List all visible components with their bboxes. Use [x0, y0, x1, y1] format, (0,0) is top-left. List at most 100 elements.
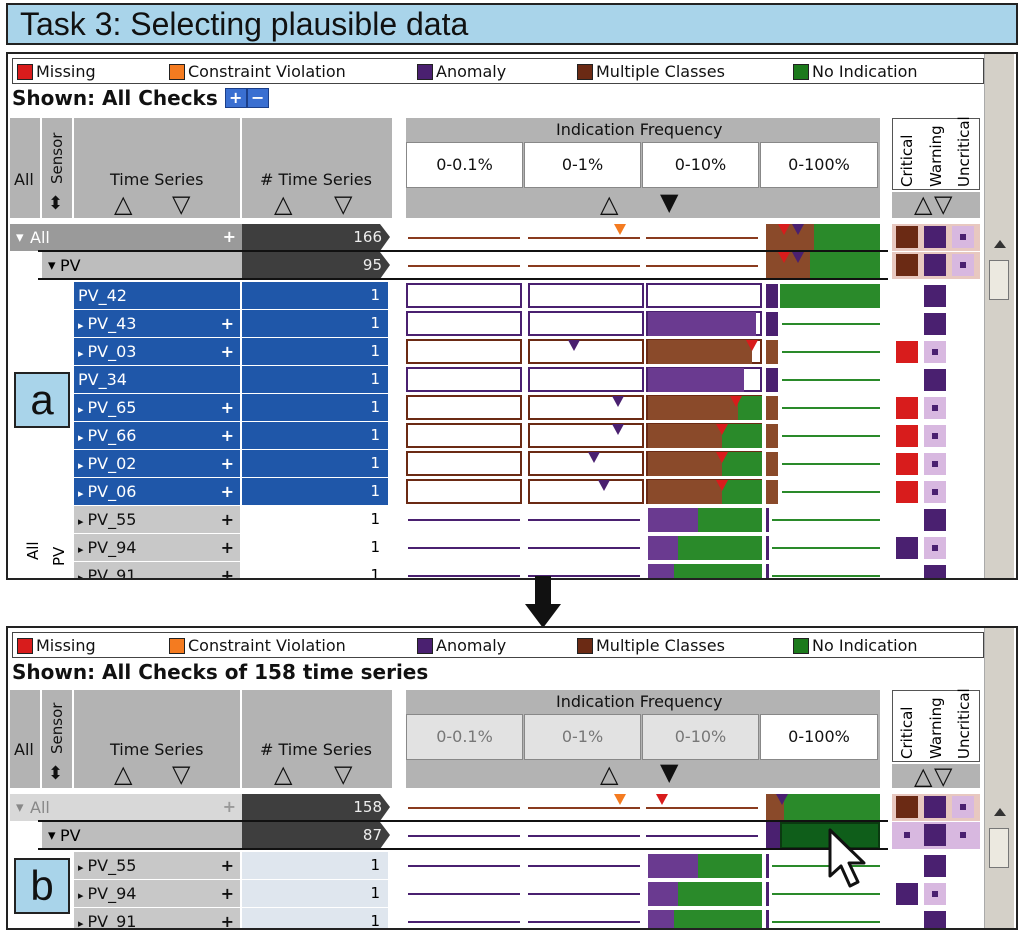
collapse-icon[interactable]: ▾ — [16, 798, 24, 816]
freq-sort-asc-icon[interactable]: △ — [600, 760, 619, 788]
header-all[interactable]: All — [10, 690, 40, 788]
plus-icon[interactable]: + — [220, 566, 234, 580]
header-time-series[interactable]: Time Series △ ▽ — [74, 118, 240, 218]
scroll-up-icon[interactable] — [994, 240, 1006, 248]
table-row[interactable]: ▸ PV_02 +1 — [8, 450, 946, 478]
header-num-time-series[interactable]: # Time Series △ ▽ — [242, 690, 392, 788]
collapse-all-button[interactable]: − — [246, 88, 269, 108]
sensor-sort-icon[interactable]: ⬍ — [48, 193, 64, 214]
table-row[interactable]: ▸ PV_91 +1 — [8, 908, 946, 930]
header-all[interactable]: All — [10, 118, 40, 218]
table-row[interactable]: ▸ PV_55 +1 — [8, 852, 946, 880]
scroll-thumb[interactable] — [989, 260, 1009, 300]
plus-icon[interactable]: + — [220, 398, 234, 417]
time-series-name[interactable]: ▸ PV_02 + — [74, 450, 240, 477]
plus-icon[interactable]: + — [220, 482, 234, 501]
time-series-name[interactable]: ▸ PV_03 + — [74, 338, 240, 365]
time-series-name[interactable]: PV_42 — [74, 282, 240, 309]
group-row-all[interactable]: ▾ All + — [10, 794, 242, 821]
expand-icon[interactable]: ▸ — [78, 459, 84, 472]
expand-icon[interactable]: ▸ — [78, 431, 84, 444]
expand-icon[interactable]: ▸ — [78, 403, 84, 416]
sort-desc-icon[interactable]: ▽ — [172, 760, 191, 788]
plus-icon[interactable]: + — [220, 454, 234, 473]
collapse-icon[interactable]: ▾ — [48, 826, 56, 844]
table-row[interactable]: ▸ PV_91 +1 — [8, 562, 946, 580]
header-sensor[interactable]: Sensor ⬍ — [42, 118, 72, 218]
scroll-up-icon[interactable] — [994, 808, 1006, 816]
count-sort-asc-icon[interactable]: △ — [274, 190, 293, 218]
time-series-name[interactable]: PV_34 — [74, 366, 240, 393]
group-row-pv[interactable]: ▾ PV — [42, 252, 242, 279]
plus-icon[interactable]: + — [222, 797, 236, 816]
plus-icon[interactable]: + — [220, 538, 234, 557]
scrollbar[interactable] — [984, 54, 1014, 578]
table-row[interactable]: ▸ PV_94 +1 — [8, 880, 946, 908]
expand-icon[interactable]: ▸ — [78, 889, 84, 902]
group-row-all[interactable]: ▾ All + — [10, 224, 242, 251]
count-sort-desc-icon[interactable]: ▽ — [334, 760, 353, 788]
time-series-name[interactable]: ▸ PV_65 + — [74, 394, 240, 421]
severity-sort-desc-icon[interactable]: ▽ — [934, 762, 953, 790]
expand-icon[interactable]: ▸ — [78, 487, 84, 500]
table-row[interactable]: ▸ PV_55 +1 — [8, 506, 946, 534]
time-series-name[interactable]: ▸ PV_55 + — [74, 506, 240, 533]
table-row[interactable]: PV_34 1 — [8, 366, 946, 394]
plus-icon[interactable]: + — [220, 912, 234, 930]
header-sensor[interactable]: Sensor ⬍ — [42, 690, 72, 788]
freq-col-0[interactable]: 0-0.1% — [406, 714, 523, 760]
table-row[interactable]: ▸ PV_65 +1 — [8, 394, 946, 422]
scrollbar[interactable] — [984, 628, 1014, 928]
time-series-name[interactable]: ▸ PV_94 + — [74, 534, 240, 561]
freq-sort-desc-icon[interactable]: ▼ — [660, 758, 679, 786]
plus-icon[interactable]: + — [220, 342, 234, 361]
freq-sort-desc-icon[interactable]: ▼ — [660, 188, 679, 216]
header-num-time-series[interactable]: # Time Series △ ▽ — [242, 118, 392, 218]
time-series-name[interactable]: ▸ PV_43 + — [74, 310, 240, 337]
expand-icon[interactable]: ▸ — [78, 543, 84, 556]
table-row[interactable]: ▸ PV_06 +1 — [8, 478, 946, 506]
severity-sort-asc-icon[interactable]: △ — [914, 762, 933, 790]
expand-all-button[interactable]: + — [224, 88, 247, 108]
group-row-pv[interactable]: ▾ PV — [42, 822, 242, 849]
time-series-name[interactable]: ▸ PV_94 + — [74, 880, 240, 907]
freq-col-0[interactable]: 0-0.1% — [406, 142, 523, 188]
expand-icon[interactable]: ▸ — [78, 571, 84, 580]
severity-sort-asc-icon[interactable]: △ — [914, 190, 933, 218]
header-time-series[interactable]: Time Series △ ▽ — [74, 690, 240, 788]
time-series-name[interactable]: ▸ PV_91 + — [74, 908, 240, 930]
table-row[interactable]: ▸ PV_03 +1 — [8, 338, 946, 366]
freq-col-1[interactable]: 0-1% — [524, 142, 641, 188]
plus-icon[interactable]: + — [220, 314, 234, 333]
collapse-icon[interactable]: ▾ — [16, 228, 24, 246]
time-series-name[interactable]: ▸ PV_66 + — [74, 422, 240, 449]
sensor-sort-icon[interactable]: ⬍ — [48, 763, 64, 784]
expand-icon[interactable]: ▸ — [78, 861, 84, 874]
time-series-name[interactable]: ▸ PV_06 + — [74, 478, 240, 505]
time-series-name[interactable]: ▸ PV_55 + — [74, 852, 240, 879]
freq-col-3[interactable]: 0-100% — [760, 714, 878, 760]
table-row[interactable]: PV_42 1 — [8, 282, 946, 310]
expand-icon[interactable]: ▸ — [78, 319, 84, 332]
plus-icon[interactable]: + — [220, 510, 234, 529]
expand-icon[interactable]: ▸ — [78, 347, 84, 360]
severity-sort-desc-icon[interactable]: ▽ — [934, 190, 953, 218]
freq-col-1[interactable]: 0-1% — [524, 714, 641, 760]
plus-icon[interactable]: + — [220, 856, 234, 875]
table-row[interactable]: ▸ PV_43 +1 — [8, 310, 946, 338]
expand-icon[interactable]: ▸ — [78, 515, 84, 528]
plus-icon[interactable]: + — [220, 426, 234, 445]
sort-desc-icon[interactable]: ▽ — [172, 190, 191, 218]
plus-icon[interactable]: + — [222, 227, 236, 246]
scroll-thumb[interactable] — [989, 828, 1009, 868]
expand-icon[interactable]: ▸ — [78, 917, 84, 930]
freq-col-2[interactable]: 0-10% — [642, 142, 759, 188]
sort-asc-icon[interactable]: △ — [114, 190, 133, 218]
collapse-icon[interactable]: ▾ — [48, 256, 56, 274]
freq-col-3[interactable]: 0-100% — [760, 142, 878, 188]
freq-col-2[interactable]: 0-10% — [642, 714, 759, 760]
table-row[interactable]: ▸ PV_94 +1 — [8, 534, 946, 562]
freq-sort-asc-icon[interactable]: △ — [600, 190, 619, 218]
count-sort-desc-icon[interactable]: ▽ — [334, 190, 353, 218]
count-sort-asc-icon[interactable]: △ — [274, 760, 293, 788]
